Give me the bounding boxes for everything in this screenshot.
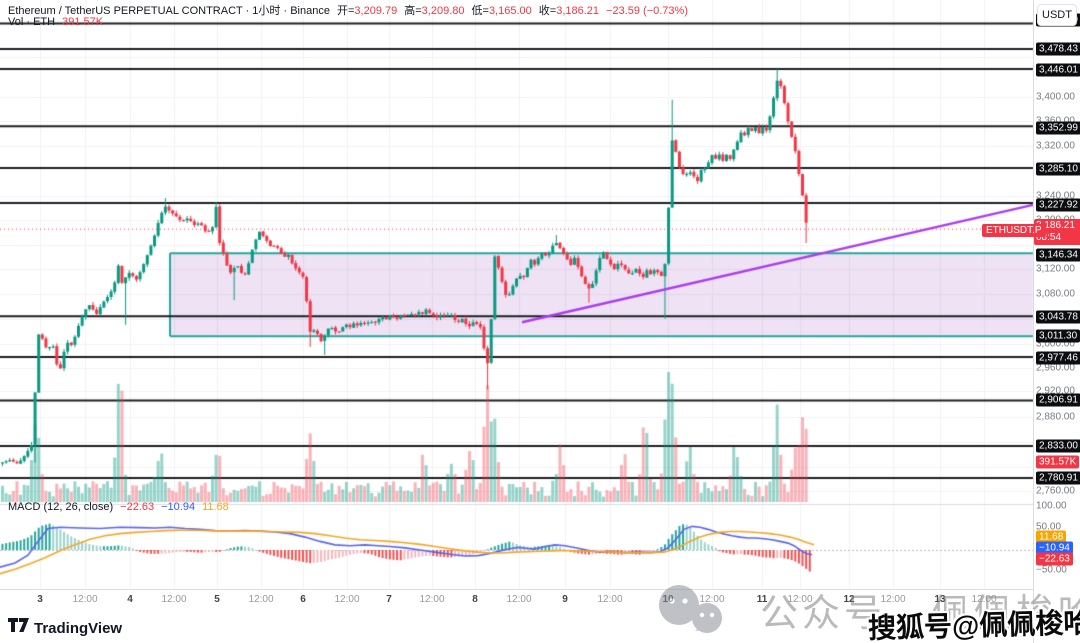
wechat-icon	[645, 583, 735, 638]
time-tick-label: 12:00	[334, 594, 360, 605]
axis-level-badge: −10.94	[1036, 541, 1073, 555]
volume-indicator-row: Vol · ETH 391.57K	[8, 16, 103, 28]
volume-indicator-label[interactable]: Vol · ETH	[8, 16, 56, 28]
ohlc-values: 开=3,209.79 高=3,209.80 低=3,165.00 收=3,186.21…	[337, 5, 688, 17]
axis-tick-label: 2,880.00	[1036, 411, 1075, 423]
axis-tick-label: 3,320.00	[1036, 140, 1075, 152]
time-tick-label: 12:00	[506, 594, 532, 605]
symbol-price-label: ETHUSDT.P	[982, 224, 1046, 237]
ohlc-value: 3,165.00	[488, 5, 532, 17]
time-tick-label: 6	[300, 594, 306, 605]
axis-level-badge: 2,977.46	[1036, 351, 1080, 365]
time-tick-label: 9	[562, 594, 568, 605]
axis-level-badge: 391.57K	[1036, 455, 1080, 469]
axis-tick-label: 3,120.00	[1036, 263, 1075, 275]
last-price-value: 3,186.21	[1036, 220, 1075, 231]
bar-countdown: 08:54	[1036, 232, 1062, 243]
axis-tick-label: 3,000.00	[1036, 338, 1075, 350]
axis-tick-label: 50.00	[1036, 521, 1062, 533]
ohlc-value: 3,209.80	[421, 5, 465, 17]
sohu-watermark-text: 搜狐号@佩佩梭哈	[867, 607, 1080, 643]
axis-tick-label: 3,400.00	[1036, 91, 1075, 103]
ohlc-key: 高=	[404, 5, 422, 17]
time-tick-label: 4	[127, 594, 133, 605]
macd-signal-value: 11.68	[202, 501, 229, 513]
time-axis[interactable]: 3 12:00 4 12:00 5 12:00 6 12:00 7 12:00 8 12:00 9 12:…	[0, 589, 1033, 610]
macd-line-value: −10.94	[161, 501, 196, 513]
axis-tick-label: 3,360.00	[1036, 116, 1075, 127]
axis-level-badge: 2,780.91	[1036, 471, 1080, 485]
currency-toggle-button[interactable]: USDT	[1037, 4, 1077, 26]
price-axis[interactable]: 3,520.003,478.433,446.013,400.003,360.00…	[1033, 0, 1080, 643]
ohlc-value: 3,209.79	[354, 5, 398, 17]
axis-tick-label: 2,960.00	[1036, 362, 1075, 374]
ohlc-key: 收=	[538, 5, 557, 17]
time-tick-label: 12:00	[248, 594, 274, 605]
axis-tick-label: 2,920.00	[1036, 385, 1075, 397]
axis-tick-label: 3,240.00	[1036, 190, 1075, 202]
time-tick-label: 11	[756, 594, 768, 605]
time-tick-label: 12:00	[880, 594, 906, 605]
time-tick-label: 12:00	[699, 594, 725, 605]
axis-level-badge: 11.68	[1036, 530, 1067, 544]
macd-hist-value: −22.63	[120, 501, 155, 513]
axis-level-badge: 3,146.34	[1036, 248, 1080, 262]
axis-level-badge: 3,011.30	[1036, 329, 1080, 343]
time-tick-label: 12:00	[161, 594, 187, 605]
axis-tick-label: 100.00	[1036, 500, 1067, 512]
axis-level-badge: −22.63	[1036, 552, 1073, 566]
ohlc-key: 开=	[336, 5, 355, 17]
tradingview-logo[interactable]: TradingView	[8, 618, 122, 638]
time-tick-label: 12:00	[419, 594, 445, 605]
last-price-badge: 3,186.21 08:54	[1034, 219, 1080, 245]
axis-level-badge: 2,833.00	[1036, 439, 1080, 453]
macd-indicator-label[interactable]: MACD (12, 26, close)	[8, 501, 114, 513]
macd-status-row: MACD (12, 26, close) −22.63 −10.94 11.68	[8, 501, 229, 513]
symbol-header: Ethereum / TetherUS PERPETUAL CONTRACT ·…	[8, 2, 688, 18]
time-tick-label: 13	[934, 594, 946, 605]
tradingview-logo-text: TradingView	[34, 619, 123, 637]
axis-level-badge: 3,478.43	[1036, 42, 1080, 56]
ohlc-key: 低=	[471, 5, 489, 17]
axis-tick-label: 2,760.00	[1036, 485, 1075, 497]
time-tick-label: 12:00	[72, 594, 98, 605]
symbol-title[interactable]: Ethereum / TetherUS PERPETUAL CONTRACT ·…	[8, 5, 330, 17]
axis-level-badge: 3,446.01	[1036, 63, 1080, 77]
volume-indicator-value: 391.57K	[62, 16, 104, 28]
ohlc-value: 3,186.21	[556, 5, 600, 17]
time-tick-label: 12:00	[597, 594, 623, 605]
time-tick-label: 12:00	[787, 594, 813, 605]
axis-level-badge: 2,906.91	[1036, 393, 1080, 407]
time-tick-label: 12	[843, 594, 855, 605]
axis-level-badge: 3,043.78	[1036, 310, 1080, 324]
time-tick-label: 7	[386, 594, 392, 605]
time-tick-label: 8	[472, 594, 478, 605]
price-change: −23.59 (−0.73%)	[606, 5, 688, 17]
axis-level-badge: 3,227.92	[1036, 198, 1080, 212]
time-tick-label: 3	[37, 594, 43, 605]
axis-level-badge: 3,285.10	[1036, 162, 1080, 176]
axis-level-badge: 3,352.99	[1036, 121, 1080, 135]
wechat-watermark-text: 公众号 · 佩佩梭哈	[760, 593, 1080, 635]
time-tick-label: 5	[214, 594, 220, 605]
axis-tick-label: 3,080.00	[1036, 288, 1075, 300]
axis-tick-label: −50.00	[1036, 564, 1067, 576]
time-tick-label: 12:00	[971, 594, 997, 605]
tradingview-logo-icon	[8, 618, 29, 638]
